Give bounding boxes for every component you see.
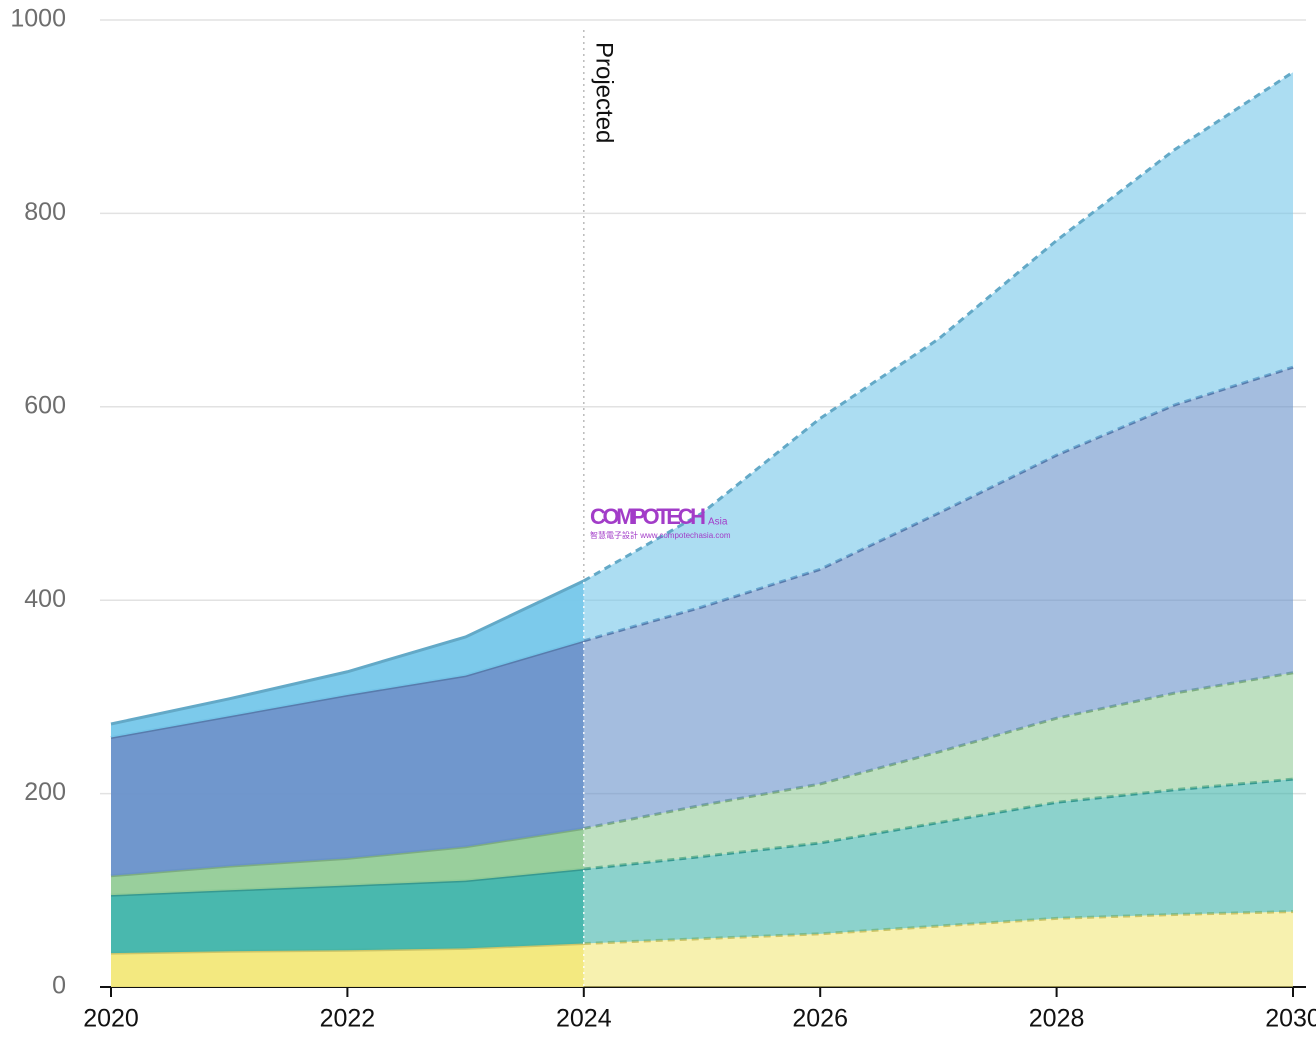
y-tick-label: 400 bbox=[24, 585, 66, 613]
watermark-sub: Asia bbox=[708, 517, 728, 528]
area-edge bbox=[110, 579, 585, 726]
x-tick-label: 2024 bbox=[556, 1005, 612, 1033]
area bbox=[583, 779, 1293, 944]
areas bbox=[110, 70, 1294, 987]
x-tick-label: 2022 bbox=[320, 1005, 376, 1033]
watermark: COMPOTECH bbox=[590, 504, 706, 529]
y-tick-label: 0 bbox=[52, 972, 66, 1000]
y-tick-label: 200 bbox=[24, 778, 66, 806]
x-tick-label: 2026 bbox=[792, 1005, 848, 1033]
y-tick-label: 600 bbox=[24, 391, 66, 419]
area bbox=[583, 367, 1293, 829]
area bbox=[583, 72, 1293, 641]
y-tick-label: 1000 bbox=[10, 5, 66, 33]
x-tick-label: 2020 bbox=[83, 1005, 139, 1033]
x-tick-label: 2028 bbox=[1029, 1005, 1085, 1033]
watermark-line: 智慧電子設計 www.compotechasia.com bbox=[590, 530, 731, 540]
y-tick-label: 800 bbox=[24, 198, 66, 226]
projection-label: Projected bbox=[590, 42, 617, 143]
overlay: Projected COMPOTECH Asia 智慧電子設計 www.compote… bbox=[583, 30, 731, 987]
area bbox=[111, 580, 584, 738]
area-edge bbox=[583, 70, 1294, 583]
x-tick-label: 2030 bbox=[1265, 1005, 1316, 1033]
area bbox=[111, 943, 584, 987]
area bbox=[583, 672, 1293, 870]
area bbox=[111, 640, 584, 876]
area bbox=[111, 869, 584, 954]
area bbox=[111, 828, 584, 896]
area bbox=[583, 911, 1293, 987]
